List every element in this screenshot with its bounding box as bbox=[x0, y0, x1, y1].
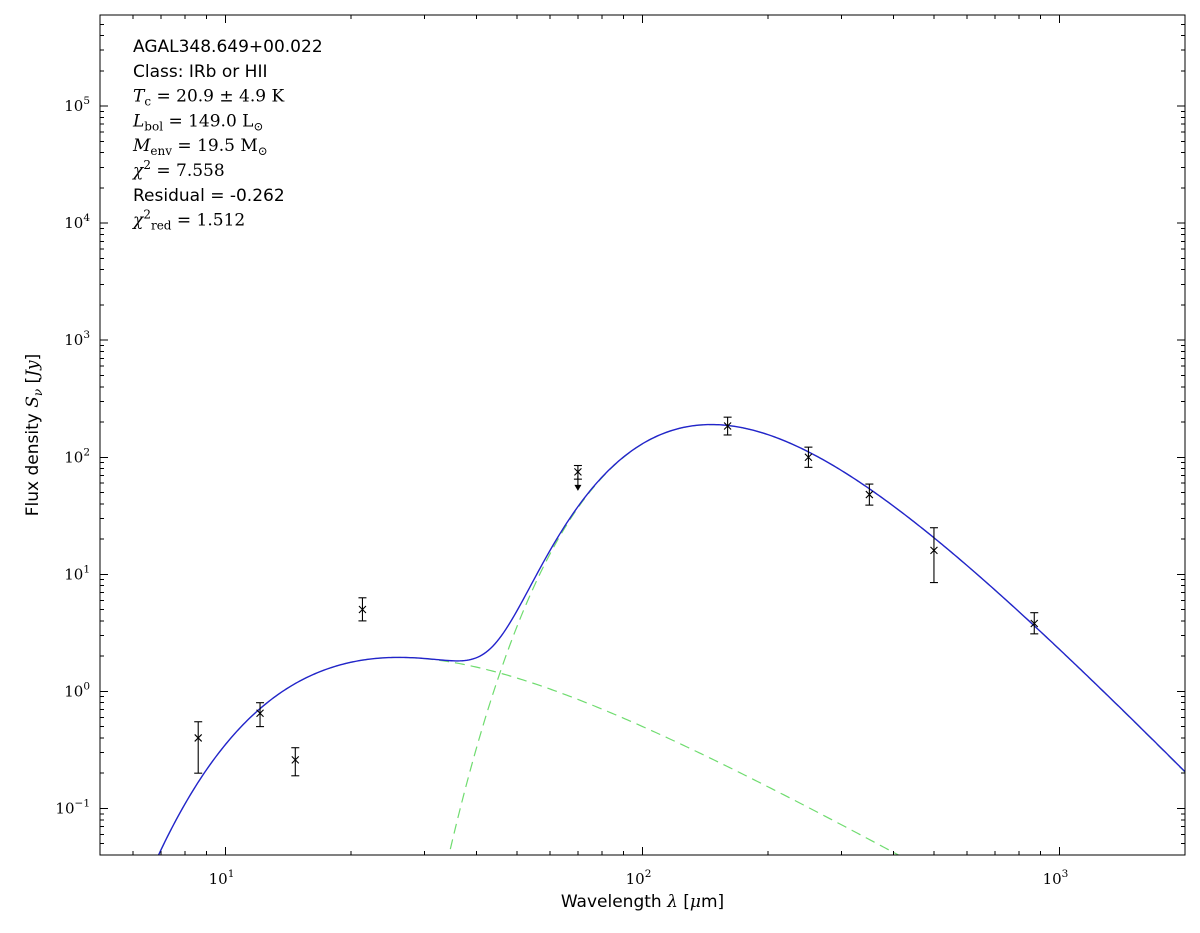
data-point bbox=[194, 721, 203, 774]
axes bbox=[99, 14, 1186, 856]
y-tick-label: 101 bbox=[64, 563, 90, 583]
y-tick-label: 104 bbox=[64, 212, 90, 232]
y-tick-label: 103 bbox=[64, 329, 90, 349]
warm-blackbody-component bbox=[157, 656, 900, 855]
y-tick-label: 105 bbox=[64, 95, 90, 115]
annotation-line: Lbol = 149.0 L⊙ bbox=[132, 111, 264, 133]
total-model-fit bbox=[157, 423, 1185, 855]
data-point bbox=[804, 446, 813, 468]
data-point bbox=[358, 597, 367, 622]
y-axis-label: Flux density Sν [Jy] bbox=[23, 354, 45, 517]
x-marker bbox=[256, 709, 264, 718]
x-tick-label: 101 bbox=[209, 868, 235, 888]
source-info-annotation: AGAL348.649+00.022 Class: IRb or HII Tc = … bbox=[132, 37, 323, 233]
x-marker bbox=[865, 490, 874, 499]
annotation-line: AGAL348.649+00.022 bbox=[133, 37, 323, 57]
x-marker bbox=[291, 755, 300, 764]
limit-arrow-head bbox=[574, 484, 582, 491]
annotation-line: Residual = -0.262 bbox=[133, 186, 285, 206]
data-point bbox=[929, 527, 938, 584]
data-point bbox=[256, 702, 265, 728]
cold-greybody-component bbox=[448, 424, 1185, 855]
y-tick-label: 100 bbox=[64, 680, 90, 700]
data-points bbox=[194, 416, 1039, 777]
y-tick-label: 10−1 bbox=[55, 797, 90, 817]
x-marker bbox=[723, 422, 732, 430]
x-marker bbox=[194, 734, 203, 742]
data-point bbox=[291, 747, 300, 777]
annotation-line: Tc = 20.9 ± 4.9 K bbox=[133, 87, 284, 109]
x-tick-label: 102 bbox=[626, 868, 652, 888]
model-curves bbox=[157, 423, 1185, 855]
plot-border bbox=[99, 14, 1186, 856]
data-point bbox=[865, 483, 874, 506]
data-point bbox=[723, 416, 732, 436]
annotation-line: Class: IRb or HII bbox=[133, 62, 267, 82]
annotation-line: χ2 = 7.558 bbox=[132, 158, 225, 181]
x-marker bbox=[358, 605, 367, 614]
y-tick-label: 102 bbox=[64, 446, 90, 466]
x-axis-label: Wavelength λ [μm] bbox=[561, 892, 724, 912]
annotation-line: Menv = 19.5 M⊙ bbox=[132, 136, 268, 158]
x-marker bbox=[574, 467, 582, 476]
x-tick-label: 103 bbox=[1043, 868, 1069, 888]
annotation-line: χ2red = 1.512 bbox=[132, 208, 245, 233]
data-point bbox=[573, 464, 582, 491]
x-marker bbox=[1030, 619, 1039, 628]
x-marker bbox=[930, 546, 938, 555]
data-point bbox=[1030, 612, 1039, 635]
x-marker bbox=[804, 453, 813, 462]
